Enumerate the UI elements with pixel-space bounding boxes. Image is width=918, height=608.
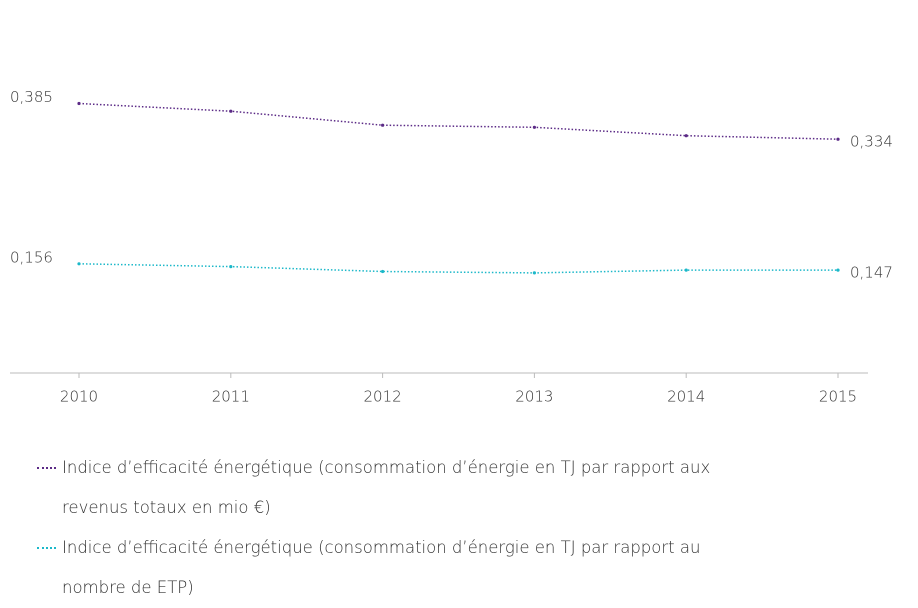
point — [836, 268, 840, 272]
page: 2010 2011 2012 2013 2014 2015 0,385 0,334 0,156 0… — [10, 88, 893, 597]
value-label: 0,147 — [850, 264, 893, 282]
point — [684, 134, 688, 138]
x-tick-label: 2015 — [819, 388, 857, 406]
x-tick-label: 2010 — [60, 388, 98, 406]
value-label: 0,385 — [10, 88, 53, 106]
legend-swatch — [37, 547, 56, 549]
value-label: 0,334 — [850, 133, 893, 151]
point — [381, 269, 385, 274]
point — [229, 265, 233, 269]
legend-item: Indice d’efficacité énergétique (consomm… — [37, 528, 742, 608]
series-line — [78, 102, 839, 140]
value-label: 0,156 — [10, 248, 53, 266]
point — [381, 123, 385, 127]
legend-label: Indice d’efficacité énergétique (consomm… — [62, 538, 701, 597]
series-line — [78, 263, 838, 274]
point — [229, 109, 233, 113]
point — [77, 262, 81, 266]
legend-swatch — [37, 467, 56, 469]
legend-label: Indice d’efficacité énergétique (consomm… — [62, 458, 711, 517]
chart: 2010 2011 2012 2013 2014 2015 0,385 0,334 0,156 0… — [10, 88, 893, 406]
point — [836, 137, 840, 141]
legend: Indice d’efficacité énergétique (consomm… — [37, 448, 757, 608]
x-tick-label: 2011 — [212, 388, 250, 406]
point — [684, 268, 688, 272]
point — [532, 271, 537, 275]
x-tick-label: 2012 — [364, 388, 402, 406]
point — [77, 101, 81, 106]
point — [532, 125, 537, 129]
legend-item: Indice d’efficacité énergétique (consomm… — [37, 448, 742, 528]
x-tick-label: 2014 — [667, 388, 705, 406]
x-tick-label: 2013 — [515, 388, 553, 406]
